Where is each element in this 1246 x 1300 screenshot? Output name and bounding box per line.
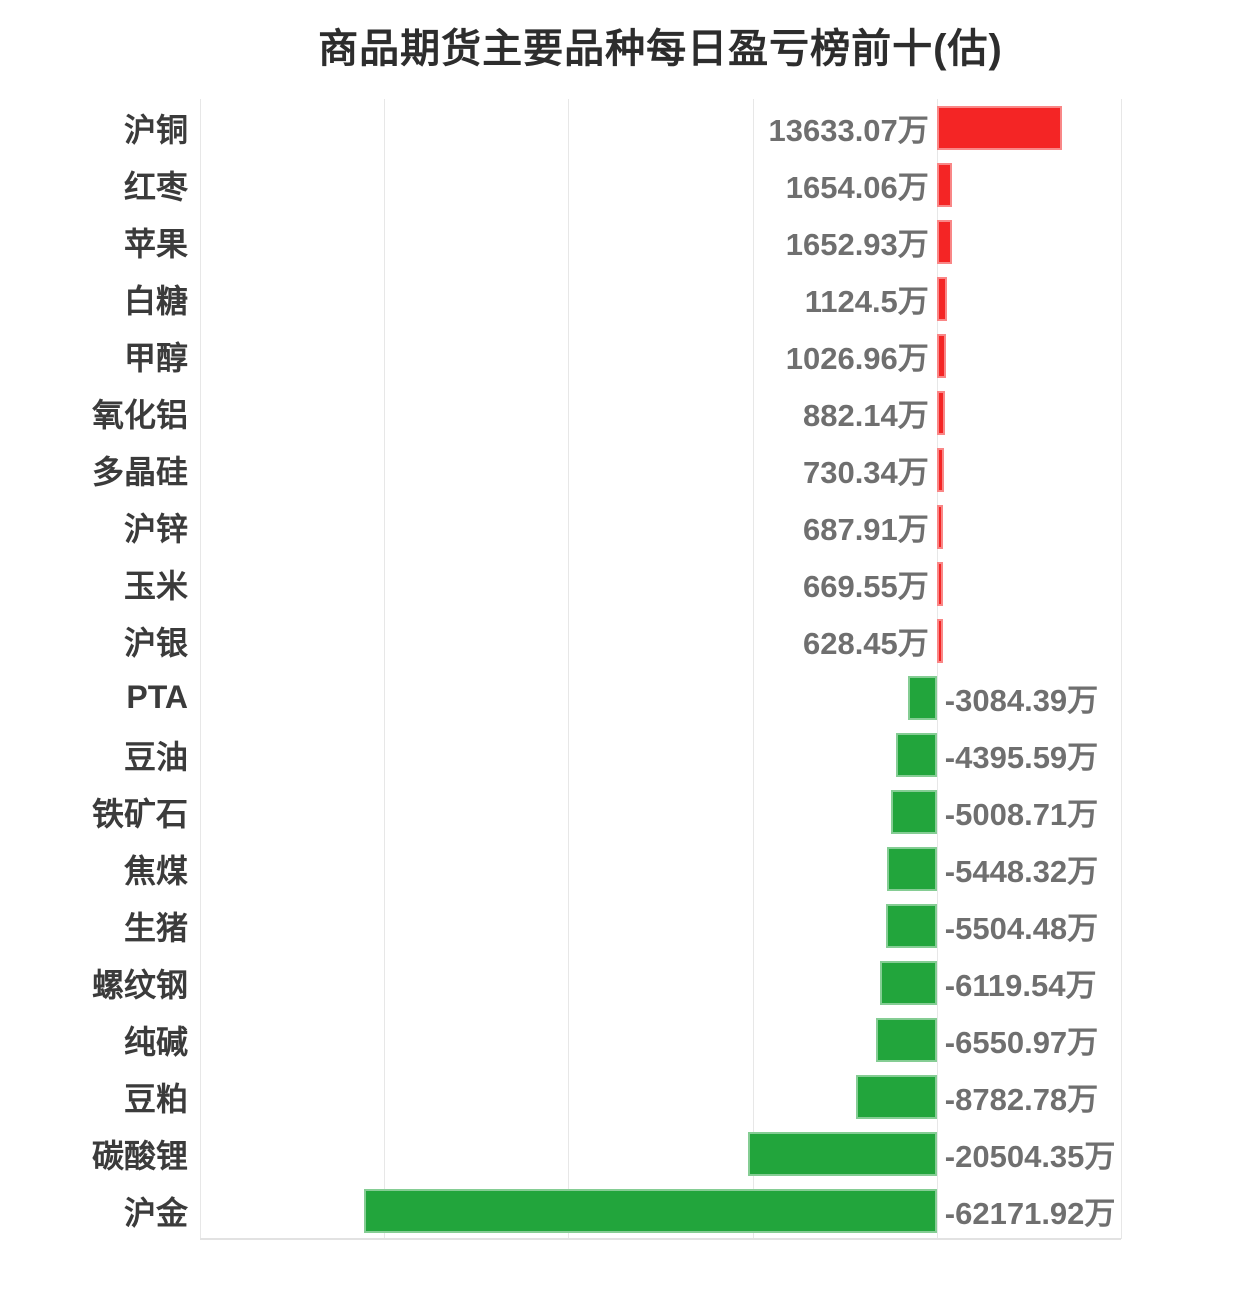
- category-label: 苹果: [123, 225, 188, 262]
- bar-negative: [747, 1131, 937, 1176]
- bar-negative: [896, 732, 937, 777]
- category-label: 甲醇: [123, 339, 188, 376]
- category-label: 螺纹钢: [91, 966, 188, 1003]
- bar-negative: [886, 846, 937, 891]
- value-label: 1654.06万: [785, 170, 929, 205]
- value-label: 1026.96万: [785, 341, 929, 376]
- category-label: 沪金: [123, 1194, 188, 1231]
- plot-area: [200, 99, 1122, 1240]
- bar-positive: [936, 162, 953, 207]
- category-label: 生猪: [123, 909, 188, 946]
- gridline: [752, 99, 754, 1239]
- chart-title: 商品期货主要品种每日盈亏榜前十(估): [318, 27, 1003, 71]
- category-label: 铁矿石: [91, 795, 188, 832]
- bar-negative: [364, 1188, 937, 1233]
- category-label: 沪银: [123, 624, 188, 661]
- value-label: 730.34万: [802, 455, 929, 490]
- category-label: 玉米: [123, 567, 188, 604]
- value-label: -8782.78万: [944, 1082, 1099, 1117]
- gridline: [1121, 99, 1122, 1239]
- value-label: -20504.35万: [944, 1139, 1116, 1174]
- bar-negative: [886, 903, 937, 948]
- value-label: -6550.97万: [944, 1025, 1099, 1060]
- value-label: -6119.54万: [944, 968, 1097, 1003]
- gridline: [384, 99, 386, 1239]
- bar-negative: [890, 789, 937, 834]
- bar-positive: [936, 219, 953, 264]
- bar-positive: [936, 447, 944, 492]
- value-label: 13633.07万: [768, 113, 929, 148]
- value-label: -3084.39万: [944, 683, 1099, 718]
- bar-positive: [936, 618, 943, 663]
- category-label: 沪铜: [123, 111, 188, 148]
- value-label: -5448.32万: [944, 854, 1099, 889]
- category-label: PTA: [126, 679, 188, 715]
- x-axis-line: [200, 1238, 1121, 1240]
- value-label: 1124.5万: [804, 284, 929, 319]
- bar-negative: [880, 960, 937, 1005]
- value-label: -4395.59万: [944, 740, 1099, 775]
- value-label: 687.91万: [802, 512, 929, 547]
- bar-positive: [936, 105, 1063, 150]
- category-label: 碳酸锂: [91, 1137, 188, 1174]
- value-label: 669.55万: [802, 569, 929, 604]
- category-label: 豆粕: [123, 1080, 188, 1117]
- category-label: 多晶硅: [91, 453, 188, 490]
- value-label: -5008.71万: [944, 797, 1099, 832]
- category-label: 沪锌: [123, 510, 188, 547]
- bar-negative: [876, 1017, 937, 1062]
- value-label: 628.45万: [802, 626, 929, 661]
- value-label: -62171.92万: [944, 1196, 1116, 1231]
- bar-negative: [855, 1074, 937, 1119]
- value-label: 1652.93万: [785, 227, 929, 262]
- category-label: 氧化铝: [91, 396, 188, 433]
- value-label: 882.14万: [802, 398, 929, 433]
- category-label: 白糖: [123, 282, 188, 319]
- category-label: 豆油: [123, 738, 188, 775]
- bar-positive: [936, 390, 945, 435]
- category-label: 红枣: [123, 168, 188, 205]
- value-label: -5504.48万: [944, 911, 1099, 946]
- gridline: [200, 99, 201, 1239]
- bar-positive: [936, 561, 943, 606]
- bar-positive: [936, 276, 948, 321]
- bar-positive: [936, 504, 944, 549]
- category-label: 纯碱: [123, 1023, 188, 1060]
- bar-negative: [908, 675, 937, 720]
- category-label: 焦煤: [123, 852, 188, 889]
- gridline: [936, 99, 938, 1239]
- gridline: [568, 99, 570, 1239]
- bar-positive: [936, 333, 947, 378]
